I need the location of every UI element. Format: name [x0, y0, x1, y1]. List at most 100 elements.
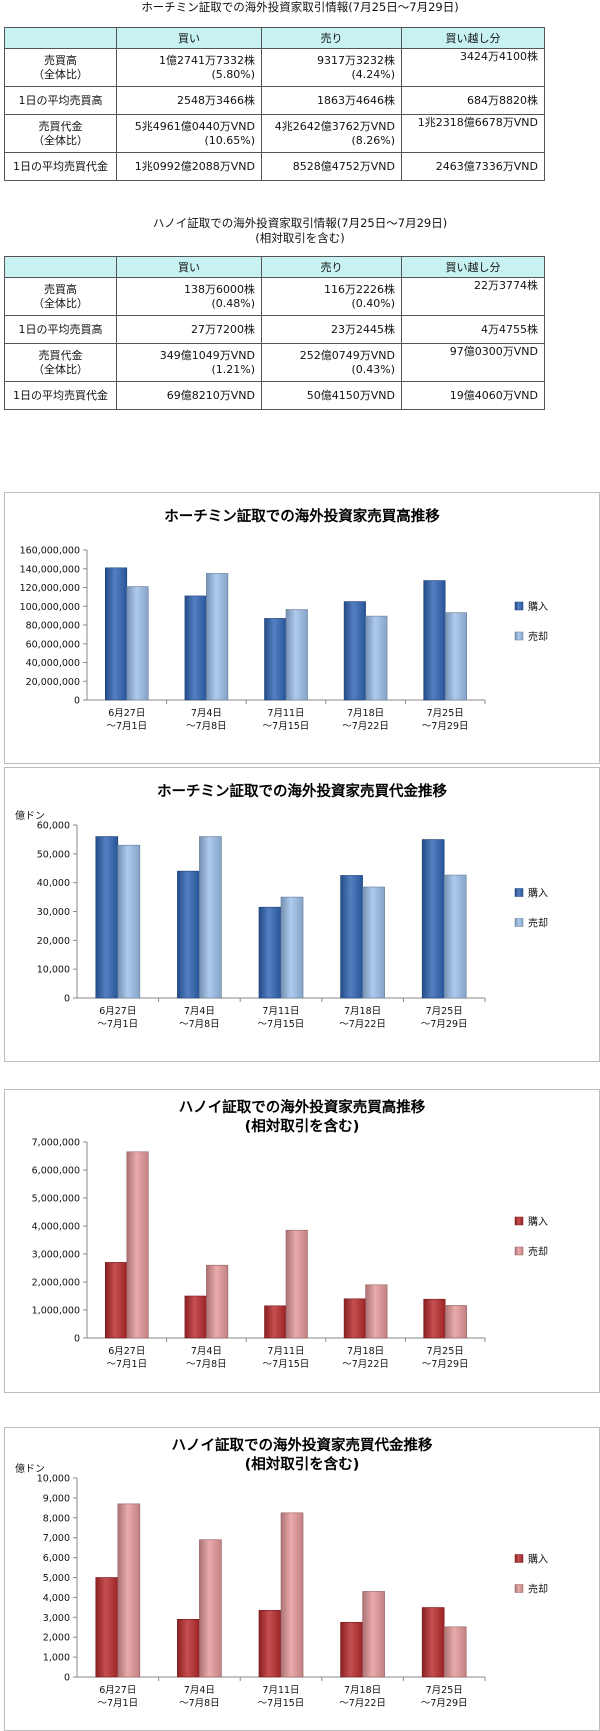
cell-sell: 9317万3232株 (4.24%): [261, 48, 402, 87]
x-tick-label: 7月18日: [344, 1006, 381, 1017]
hanoi-table: 買い 売り 買い越し分 売買高 （全体比） 138万6000株 (0.48%) 1…: [4, 256, 545, 410]
x-tick-label: 7月4日: [191, 1346, 222, 1357]
header-corner: [4, 256, 117, 278]
table-header-row: 買い 売り 買い越し分: [4, 27, 545, 49]
header-buy: 買い: [116, 256, 262, 278]
table-row: 売買代金 （全体比） 5兆4961億0440万VND (10.65%) 4兆264…: [4, 114, 545, 153]
cell-sell: 1863万4646株: [261, 86, 402, 115]
hcmc-volume-chart-svg: ホーチミン証取での海外投資家売買高推移 0 20,000,000 40,000,000…: [20, 507, 548, 732]
y-tick-label: 5,000: [43, 1573, 70, 1584]
y-tick-label: 2,000,000: [32, 1278, 80, 1289]
x-tick-label: ～7月8日: [179, 1698, 220, 1709]
table-row: 売買高 （全体比） 1億2741万7332株 (5.80%) 9317万3232株…: [4, 48, 545, 87]
x-tick-label: ～7月1日: [98, 1698, 139, 1709]
bar-sell: [199, 1539, 222, 1678]
cell-net: 2463億7336万VND: [401, 152, 545, 181]
cell-buy: 69億8210万VND: [116, 381, 262, 410]
y-tick-label: 80,000,000: [26, 621, 80, 632]
row-label: 1日の平均売買高: [4, 86, 117, 115]
x-tick-label: 6月27日: [99, 1685, 136, 1696]
table-row: 1日の平均売買高 2548万3466株 1863万4646株 684万8820株: [4, 86, 545, 115]
hanoi-volume-chart-svg: ハノイ証取での海外投資家売買高推移(相対取引を含む) 0 1,000,000 2,00…: [32, 1098, 548, 1370]
bar-sell: [362, 1591, 385, 1678]
x-tick-label: ～7月29日: [422, 1359, 469, 1370]
bar-buy: [184, 595, 207, 701]
bar-buy: [264, 618, 287, 701]
hanoi-volume-chart: ハノイ証取での海外投資家売買高推移 (相対取引を含む) 0 1,000,000 2,00…: [4, 1089, 600, 1393]
cell-sell: 50億4150万VND: [261, 381, 402, 410]
bar-buy: [258, 1610, 282, 1678]
cell-sell: 116万2226株 (0.40%): [261, 277, 402, 316]
x-tick-label: 7月11日: [267, 708, 304, 719]
y-tick-label: 4,000: [43, 1593, 70, 1604]
bar-sell: [206, 1264, 229, 1339]
y-tick-label: 3,000,000: [32, 1250, 80, 1261]
bar-buy: [343, 1298, 366, 1339]
chart-title: ホーチミン証取での海外投資家売買代金推移: [157, 782, 447, 800]
x-tick-label: ～7月22日: [339, 1698, 386, 1709]
share: (8.26%): [351, 133, 395, 147]
hcmc-value-chart: ホーチミン証取での海外投資家売買代金推移 億ドン 0 10,000 20,000 30,0…: [4, 767, 600, 1062]
x-tick-label: 7月4日: [191, 708, 222, 719]
y-tick-label: 40,000: [37, 878, 70, 889]
y-tick-label: 120,000,000: [20, 583, 80, 594]
cell-buy: 5兆4961億0440万VND (10.65%): [116, 114, 262, 153]
bar-sell: [285, 609, 308, 701]
unit-label: 億ドン: [15, 1462, 45, 1475]
bar-sell: [365, 615, 388, 701]
x-tick-label: 7月11日: [262, 1685, 299, 1696]
bar-buy: [177, 1618, 200, 1678]
cell-sell: 252億0749万VND (0.43%): [261, 343, 402, 382]
value: 349億1049万VND: [159, 348, 255, 362]
bar-sell: [280, 896, 304, 999]
y-tick-label: 60,000: [37, 821, 70, 832]
chart-subtitle: (相対取引を含む): [245, 1117, 360, 1135]
x-tick-label: ～7月15日: [263, 1359, 310, 1370]
row-label: 1日の平均売買代金: [4, 152, 117, 181]
table-row: 1日の平均売買代金 1兆0992億2088万VND 8528億4752万VND …: [4, 152, 545, 181]
value: 1億2741万7332株: [159, 53, 255, 67]
cell-buy: 349億1049万VND (1.21%): [116, 343, 262, 382]
x-tick-label: ～7月15日: [258, 1019, 305, 1030]
bar-sell: [126, 586, 149, 701]
x-tick-label: ～7月1日: [98, 1019, 139, 1030]
legend-label: 購入: [528, 887, 548, 900]
x-tick-label: 7月4日: [184, 1685, 215, 1696]
row-label: 売買高 （全体比）: [4, 48, 117, 87]
bar-buy: [95, 1577, 119, 1678]
x-tick-label: ～7月29日: [421, 1019, 468, 1030]
chart-subtitle: (相対取引を含む): [245, 1455, 360, 1473]
y-tick-label: 0: [64, 1673, 70, 1684]
y-tick-label: 50,000: [37, 849, 70, 860]
bar-sell: [126, 1151, 149, 1339]
cell-sell: 8528億4752万VND: [261, 152, 402, 181]
y-tick-label: 3,000: [43, 1613, 70, 1624]
legend-label: 売却: [528, 1245, 548, 1258]
y-tick-label: 2,000: [43, 1633, 70, 1644]
cell-net: 684万8820株: [401, 86, 545, 115]
share: (1.21%): [211, 362, 255, 376]
table-row: 売買代金 （全体比） 349億1049万VND (1.21%) 252億0749万…: [4, 343, 545, 382]
row-label: 1日の平均売買高: [4, 315, 117, 344]
x-tick-label: ～7月15日: [263, 721, 310, 732]
y-tick-label: 10,000: [37, 1474, 70, 1485]
y-tick-label: 7,000,000: [32, 1138, 80, 1149]
header-net: 買い越し分: [401, 27, 545, 49]
legend-label: 購入: [528, 1553, 548, 1566]
row-label: 売買代金 （全体比）: [4, 114, 117, 153]
table-row: 売買高 （全体比） 138万6000株 (0.48%) 116万2226株 (0.4…: [4, 277, 545, 316]
y-tick-label: 8,000: [43, 1513, 70, 1524]
header-sell: 売り: [261, 256, 402, 278]
row-label: 1日の平均売買代金: [4, 381, 117, 410]
bar-sell: [199, 836, 222, 999]
cell-buy: 138万6000株 (0.48%): [116, 277, 262, 316]
hcmc-volume-chart: ホーチミン証取での海外投資家売買高推移 0 20,000,000 40,000,000…: [4, 492, 600, 764]
bar-sell: [443, 1626, 467, 1678]
legend-label: 購入: [528, 600, 548, 613]
table-header-row: 買い 売り 買い越し分: [4, 256, 545, 278]
legend-swatch: [514, 918, 524, 927]
cell-net: 22万3774株: [401, 277, 545, 316]
y-tick-label: 160,000,000: [20, 546, 80, 557]
share: (4.24%): [351, 67, 395, 81]
